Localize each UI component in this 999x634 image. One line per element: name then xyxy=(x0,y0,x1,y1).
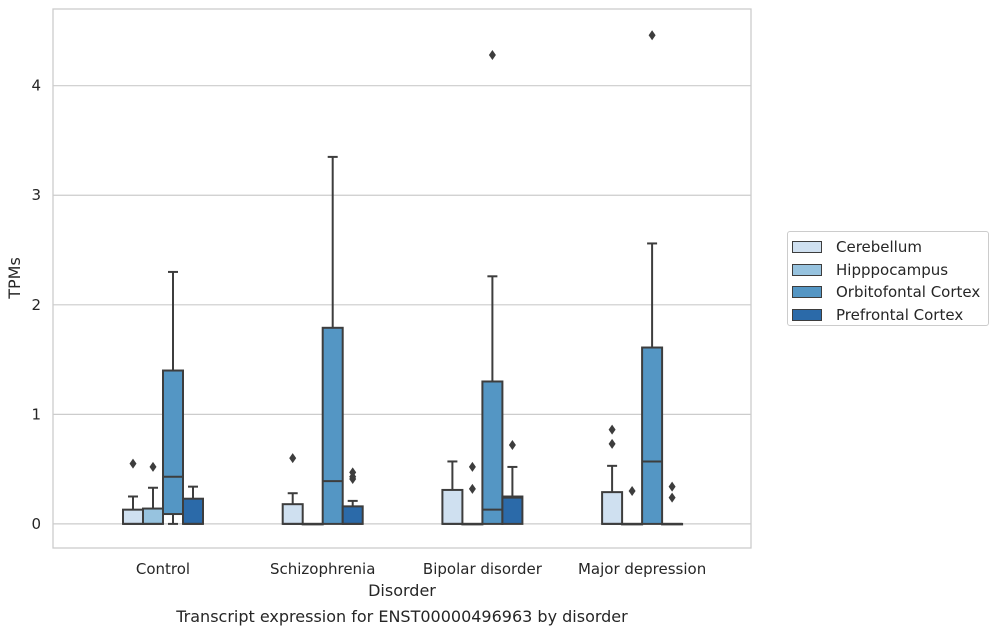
box-body xyxy=(281,503,304,525)
box-hipppocampus-0 xyxy=(142,461,164,525)
outlier-point xyxy=(648,30,656,41)
y-tick-label: 1 xyxy=(31,405,41,423)
outlier-point xyxy=(608,424,616,435)
legend-swatch xyxy=(792,308,822,321)
legend-item: Prefrontal Cortex xyxy=(788,304,988,327)
box-orbitofontal-cortex-2 xyxy=(481,50,504,525)
box-body xyxy=(122,508,144,525)
plot-boxes xyxy=(122,30,684,526)
box-orbitofontal-cortex-0 xyxy=(162,270,184,525)
box-hipppocampus-3 xyxy=(621,486,644,526)
x-tick-labels: Control Schizophrenia Bipolar disorder Majo… xyxy=(136,560,706,578)
y-tick-labels: 0 1 2 3 4 xyxy=(31,77,41,533)
box-body xyxy=(441,488,464,525)
x-axis-label: Disorder xyxy=(368,581,436,600)
box-body xyxy=(182,497,204,525)
legend-swatch xyxy=(792,241,822,254)
box-prefrontal-cortex-1 xyxy=(341,467,364,525)
y-tick-label: 3 xyxy=(31,186,41,204)
x-tick-label: Major depression xyxy=(578,560,706,578)
box-cerebellum-1 xyxy=(281,453,304,525)
legend-label: Hipppocampus xyxy=(836,260,949,279)
outlier-point xyxy=(468,483,476,494)
box-body xyxy=(481,380,504,525)
legend-label: Cerebellum xyxy=(836,238,922,257)
outlier-point xyxy=(668,492,676,503)
box-hipppocampus-2 xyxy=(461,461,484,526)
legend-label: Orbitofontal Cortex xyxy=(836,283,981,302)
box-prefrontal-cortex-2 xyxy=(501,440,524,525)
legend: Cerebellum Hipppocampus Orbitofontal Corte… xyxy=(787,231,989,326)
y-tick-label: 2 xyxy=(31,296,41,314)
box-prefrontal-cortex-3 xyxy=(661,481,684,526)
outlier-point xyxy=(488,50,496,61)
legend-item: Hipppocampus xyxy=(788,259,988,282)
box-body xyxy=(501,495,524,525)
box-prefrontal-cortex-0 xyxy=(182,485,204,525)
legend-swatch xyxy=(792,263,822,276)
y-tick-label: 0 xyxy=(31,515,41,533)
box-body xyxy=(162,369,184,516)
legend-label: Prefrontal Cortex xyxy=(836,305,964,324)
outlier-point xyxy=(289,453,297,464)
outlier-point xyxy=(129,458,137,469)
box-body xyxy=(601,491,624,525)
x-tick-label: Control xyxy=(136,560,190,578)
box-body xyxy=(142,507,164,525)
outlier-point xyxy=(468,461,476,472)
outlier-point xyxy=(668,481,676,492)
box-cerebellum-3 xyxy=(601,424,624,525)
box-cerebellum-2 xyxy=(441,460,464,525)
y-tick-label: 4 xyxy=(31,77,41,95)
x-tick-label: Bipolar disorder xyxy=(423,560,543,578)
outlier-point xyxy=(608,438,616,449)
box-orbitofontal-cortex-3 xyxy=(641,30,664,525)
box-cerebellum-0 xyxy=(122,458,144,525)
chart-title: Transcript expression for ENST0000049696… xyxy=(175,607,628,626)
box-body xyxy=(341,505,364,525)
x-tick-label: Schizophrenia xyxy=(270,560,375,578)
box-body xyxy=(321,326,344,525)
outlier-point xyxy=(628,486,636,497)
outlier-point xyxy=(508,440,516,451)
y-axis-label: TPMs xyxy=(5,257,24,300)
plot-area-frame xyxy=(52,8,752,549)
outlier-point xyxy=(149,461,157,472)
legend-item: Cerebellum xyxy=(788,236,988,259)
legend-swatch xyxy=(792,286,822,299)
box-body xyxy=(641,346,664,525)
legend-item: Orbitofontal Cortex xyxy=(788,281,988,304)
box-hipppocampus-1 xyxy=(301,522,324,526)
outlier-point xyxy=(349,467,357,478)
box-orbitofontal-cortex-1 xyxy=(321,155,344,525)
